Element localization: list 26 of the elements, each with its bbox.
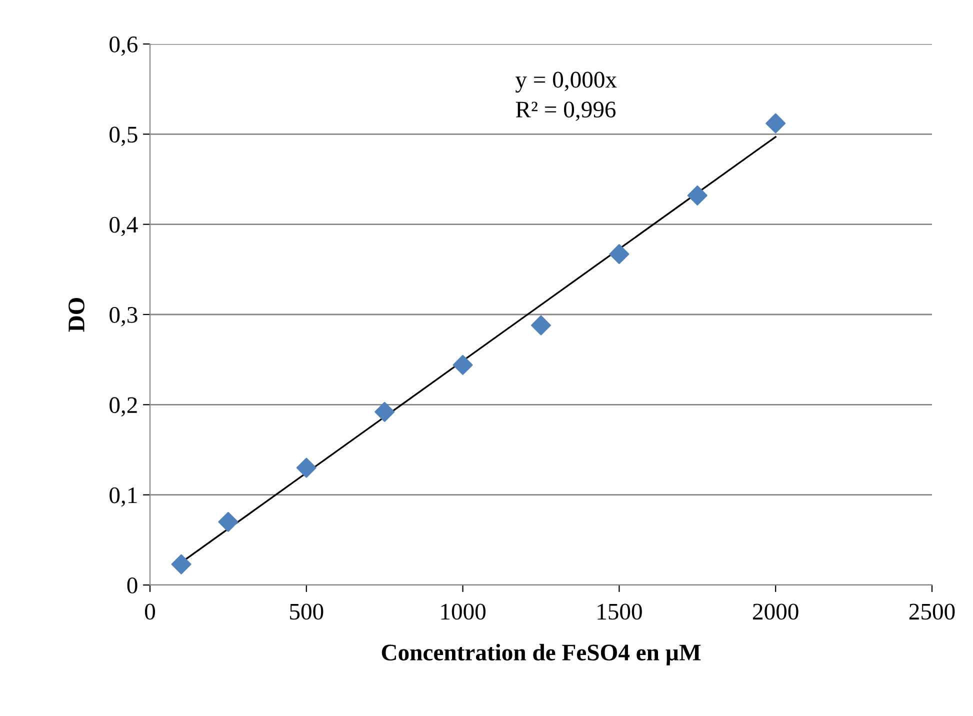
x-tick-label: 1500 xyxy=(598,604,642,620)
y-tick-label: 0 xyxy=(127,577,138,594)
x-tick-label: 0 xyxy=(144,604,156,620)
x-tick-label: 1000 xyxy=(441,604,486,620)
y-tick-label: 0,4 xyxy=(110,216,138,236)
y-axis-title: DO xyxy=(68,298,84,332)
x-tick-label: 2000 xyxy=(753,604,798,620)
annotation: R² = 0,996 xyxy=(516,102,616,121)
x-tick-label: 500 xyxy=(290,604,324,620)
point xyxy=(218,512,238,532)
point xyxy=(766,113,786,134)
y-tick-label: 0,5 xyxy=(110,126,138,146)
y-tick-label: 0,1 xyxy=(110,487,137,507)
point xyxy=(452,354,473,376)
point xyxy=(374,402,395,422)
x-tick-label: 2500 xyxy=(909,604,955,620)
point xyxy=(530,315,552,336)
y-tick-label: 0,6 xyxy=(110,36,138,56)
point xyxy=(609,244,630,264)
y-tick-label: 0,2 xyxy=(110,397,137,416)
y-tick-label: 0,3 xyxy=(110,306,138,326)
point xyxy=(171,554,192,574)
point xyxy=(296,458,316,478)
annotation: y = 0,000x xyxy=(515,72,617,93)
point xyxy=(687,185,708,206)
x-axis-title: Concentration de FeSO4 en µM xyxy=(382,644,701,666)
